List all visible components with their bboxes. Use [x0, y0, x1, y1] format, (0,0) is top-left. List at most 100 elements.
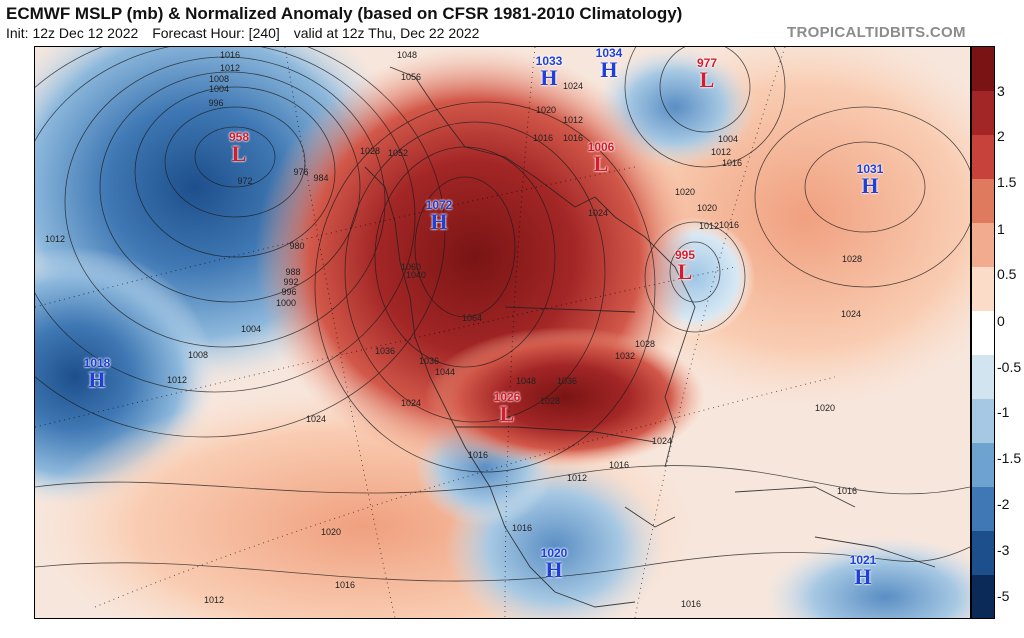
- isobar-label: 1016: [680, 599, 702, 609]
- init-time: Init: 12z Dec 12 2022: [6, 25, 139, 41]
- weather-map: 1033 H 1034 H 977 L 958 L 1006 L 1031 H …: [34, 46, 971, 619]
- colorbar-label: -3: [997, 542, 1010, 558]
- isobar-label: 1024: [651, 436, 673, 446]
- anomaly-colorbar: [971, 46, 995, 619]
- isobar-label: 1016: [219, 50, 241, 60]
- isobar-label: 1012: [710, 147, 732, 157]
- isobar-label: 1016: [532, 133, 554, 143]
- isobar-label: 980: [289, 241, 305, 251]
- colorbar-label: 3: [997, 83, 1005, 99]
- colorbar-label: -5: [997, 588, 1010, 604]
- low-pressure-center-3: 1006 L: [587, 140, 615, 176]
- isobar-label: 1044: [434, 367, 456, 377]
- isobar-label: 1032: [614, 351, 636, 361]
- isobar-label: 1040: [405, 270, 427, 280]
- isobar-label: 1000: [275, 298, 297, 308]
- valid-time: valid at 12z Thu, Dec 22 2022: [293, 25, 480, 41]
- isobar-label: 976: [293, 167, 309, 177]
- colorbar-segment: [972, 311, 994, 355]
- colorbar-segment: [972, 443, 994, 487]
- colorbar-segment: [972, 223, 994, 267]
- isobar-label: 1056: [400, 72, 422, 82]
- isobar-label: 1020: [535, 105, 557, 115]
- map-title: ECMWF MSLP (mb) & Normalized Anomaly (ba…: [6, 4, 683, 23]
- isobar-label: 1016: [721, 158, 743, 168]
- isobar-label: 1016: [511, 523, 533, 533]
- colorbar-segment: [972, 135, 994, 179]
- isobar-label: 1016: [836, 486, 858, 496]
- colorbar-label: -1: [997, 404, 1010, 420]
- colorbar-segment: [972, 399, 994, 443]
- isobar-label: 1060: [400, 262, 422, 272]
- low-pressure-center-1: 977 L: [696, 56, 718, 92]
- high-pressure-center-2: 1034 H: [595, 46, 623, 82]
- isobar-label: 1024: [562, 81, 584, 91]
- isobar-label: 1008: [208, 74, 230, 84]
- colorbar-segment: [972, 267, 994, 311]
- isobar-label: 1004: [240, 324, 262, 334]
- colorbar-segment: [972, 531, 994, 575]
- isobar-label: 1028: [539, 396, 561, 406]
- colorbar-label: 1: [997, 221, 1005, 237]
- isobar-label: 1004: [717, 134, 739, 144]
- forecast-hour: Forecast Hour: [240]: [152, 25, 280, 41]
- low-pressure-center-5: 1026 L: [493, 390, 521, 426]
- anomaly-field: [35, 47, 970, 618]
- map-subtitle: Init: 12z Dec 12 2022 Forecast Hour: [24…: [6, 25, 489, 41]
- isobar-label: 1016: [334, 580, 356, 590]
- isobar-label: 972: [237, 176, 253, 186]
- isobar-label: 988: [285, 267, 301, 277]
- isobar-label: 1064: [461, 313, 483, 323]
- high-pressure-center-4: 1072 H: [425, 198, 453, 234]
- colorbar-label: -1.5: [997, 450, 1022, 466]
- colorbar-label: -2: [997, 496, 1010, 512]
- isobar-label: 992: [283, 277, 299, 287]
- colorbar-label: 2: [997, 128, 1005, 144]
- isobar-label: 1012: [562, 115, 584, 125]
- colorbar-segment: [972, 487, 994, 531]
- high-pressure-center-1: 1033 H: [535, 54, 563, 90]
- isobar-label: 1012: [219, 63, 241, 73]
- isobar-label: 1012: [166, 375, 188, 385]
- isobar-label: 1048: [515, 376, 537, 386]
- isobar-label: 984: [313, 173, 329, 183]
- isobar-label: 1024: [840, 309, 862, 319]
- isobar-label: 1024: [305, 414, 327, 424]
- colorbar-label: 0: [997, 313, 1005, 329]
- isobar-label: 996: [281, 287, 297, 297]
- isobar-label: 1012: [203, 595, 225, 605]
- isobar-label: 1020: [674, 187, 696, 197]
- isobar-label: 1016: [718, 220, 740, 230]
- isobar-label: 1012: [44, 234, 66, 244]
- isobar-label: 1028: [841, 254, 863, 264]
- high-pressure-center-5: 1018 H: [83, 356, 111, 392]
- isobar-label: 1008: [187, 350, 209, 360]
- low-pressure-center-2: 958 L: [228, 130, 250, 166]
- colorbar-segment: [972, 47, 994, 91]
- isobar-label: 1036: [374, 346, 396, 356]
- isobar-label: 1052: [387, 148, 409, 158]
- colorbar-segment: [972, 91, 994, 135]
- isobar-label: 1028: [634, 339, 656, 349]
- isobar-label: 1020: [814, 403, 836, 413]
- isobar-label: 1020: [320, 527, 342, 537]
- colorbar-segment: [972, 179, 994, 223]
- isobar-label: 1004: [208, 84, 230, 94]
- isobar-label: 1024: [587, 208, 609, 218]
- colorbar-segment: [972, 355, 994, 399]
- high-pressure-center-7: 1021 H: [849, 553, 877, 589]
- isobar-label: 1028: [359, 146, 381, 156]
- isobar-label: 1012: [698, 221, 720, 231]
- site-brand: TROPICALTIDBITS.COM: [787, 24, 966, 41]
- isobar-label: 1048: [396, 50, 418, 60]
- isobar-label: 1024: [400, 398, 422, 408]
- isobar-label: 1016: [562, 133, 584, 143]
- isobar-label: 1012: [566, 473, 588, 483]
- isobar-label: 996: [208, 98, 224, 108]
- colorbar-label: 0.5: [997, 266, 1017, 282]
- isobar-label: 1036: [418, 356, 440, 366]
- isobar-label: 1016: [608, 460, 630, 470]
- colorbar-label: 1.5: [997, 174, 1017, 190]
- colorbar-label: -0.5: [997, 359, 1022, 375]
- colorbar-segment: [972, 575, 994, 618]
